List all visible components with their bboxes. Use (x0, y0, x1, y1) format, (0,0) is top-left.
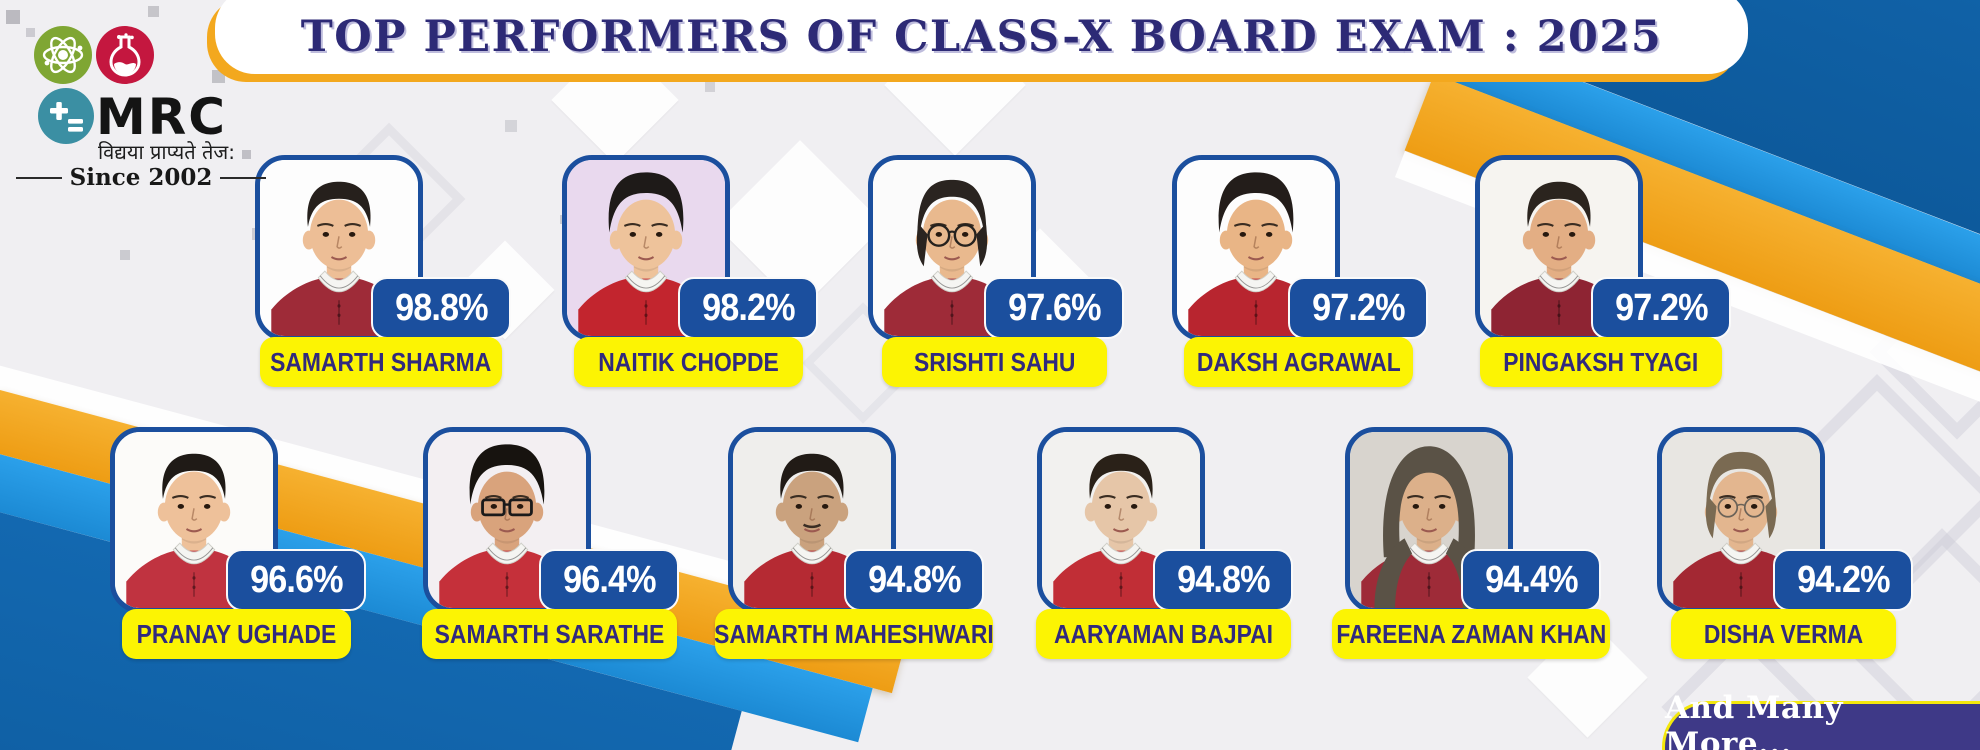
student-name: SRISHTI SAHU (882, 337, 1107, 387)
score-text: 94.8% (1176, 558, 1270, 601)
student-name-text: AARYAMAN BAJPAI (1053, 618, 1274, 649)
score-text: 98.2% (701, 286, 795, 329)
score-text: 94.2% (1796, 558, 1890, 601)
logo-since: Since 2002 (16, 164, 267, 191)
many-more-text: And Many More... (1665, 690, 1844, 750)
score-badge: 96.4% (539, 549, 679, 611)
pixel-decor (242, 150, 251, 159)
rule-left (16, 176, 62, 179)
score-badge: 94.2% (1773, 549, 1913, 611)
student-name-text: DISHA VERMA (1703, 618, 1864, 649)
atom-icon (34, 26, 92, 84)
pixel-decor (6, 10, 20, 24)
score-badge: 94.4% (1461, 549, 1601, 611)
page-title: TOP PERFORMERS OF CLASS-X BOARD EXAM : 2… (300, 12, 1663, 62)
pixel-decor (120, 250, 130, 260)
student-photo (868, 155, 1036, 341)
many-more-banner: And Many More... (1662, 690, 1980, 750)
student-name: DAKSH AGRAWAL (1184, 337, 1413, 387)
score-text: 94.4% (1484, 558, 1578, 601)
student-name: FAREENA ZAMAN KHAN (1332, 609, 1610, 659)
student-name: NAITIK CHOPDE (574, 337, 803, 387)
score-badge: 97.2% (1591, 277, 1731, 339)
student-photo (1345, 427, 1513, 613)
student-card: 98.2% NAITIK CHOPDE (562, 155, 818, 387)
score-badge: 98.8% (371, 277, 511, 339)
header-banner: TOP PERFORMERS OF CLASS-X BOARD EXAM : 2… (215, 0, 1748, 74)
student-card: 94.2% DISHA VERMA (1657, 427, 1913, 659)
student-name: PRANAY UGHADE (122, 609, 351, 659)
student-card: 97.2% DAKSH AGRAWAL (1172, 155, 1428, 387)
score-badge: 97.6% (984, 277, 1124, 339)
logo-wordmark: MRC (96, 88, 227, 146)
student-photo (423, 427, 591, 613)
score-text: 97.2% (1311, 286, 1405, 329)
score-text: 97.2% (1614, 286, 1708, 329)
student-card: 97.2% PINGAKSH TYAGI (1475, 155, 1731, 387)
student-card: 94.8% SAMARTH MAHESHWARI (714, 427, 994, 659)
student-name: AARYAMAN BAJPAI (1036, 609, 1291, 659)
student-name-text: SAMARTH SHARMA (270, 346, 492, 377)
student-card: 96.6% PRANAY UGHADE (110, 427, 366, 659)
pixel-decor (212, 70, 225, 83)
student-name: SAMARTH SARATHE (422, 609, 677, 659)
student-card: 97.6% SRISHTI SAHU (868, 155, 1124, 387)
score-text: 94.8% (867, 558, 961, 601)
score-badge: 96.6% (226, 549, 366, 611)
rule-right (220, 176, 267, 179)
student-card: 96.4% SAMARTH SARATHE (422, 427, 679, 659)
student-name-text: PRANAY UGHADE (136, 618, 337, 649)
pixel-decor (26, 28, 35, 37)
student-name-text: SRISHTI SAHU (913, 346, 1076, 377)
since-text: Since 2002 (69, 164, 213, 191)
pixel-decor (505, 120, 517, 132)
student-name-text: PINGAKSH TYAGI (1503, 346, 1699, 377)
score-badge: 94.8% (844, 549, 984, 611)
student-name-text: FAREENA ZAMAN KHAN (1336, 618, 1606, 649)
score-badge: 94.8% (1153, 549, 1293, 611)
student-card: 98.8% SAMARTH SHARMA (255, 155, 511, 387)
pixel-decor (148, 6, 159, 17)
score-text: 96.4% (562, 558, 656, 601)
score-text: 96.6% (249, 558, 343, 601)
student-name-text: DAKSH AGRAWAL (1196, 346, 1401, 377)
student-name-text: SAMARTH MAHESHWARI (714, 618, 994, 649)
student-name: SAMARTH MAHESHWARI (714, 609, 994, 659)
score-badge: 98.2% (678, 277, 818, 339)
score-badge: 97.2% (1288, 277, 1428, 339)
math-icon (38, 88, 94, 144)
student-name: SAMARTH SHARMA (260, 337, 502, 387)
student-name: PINGAKSH TYAGI (1480, 337, 1722, 387)
score-text: 98.8% (394, 286, 488, 329)
score-text: 97.6% (1007, 286, 1101, 329)
logo-tagline-hindi: विद्यया प्राप्यते तेज: (98, 140, 235, 164)
student-name-text: NAITIK CHOPDE (598, 346, 779, 377)
flask-icon (96, 26, 154, 84)
student-name-text: SAMARTH SARATHE (434, 618, 665, 649)
student-name: DISHA VERMA (1671, 609, 1896, 659)
student-card: 94.8% AARYAMAN BAJPAI (1036, 427, 1293, 659)
pixel-decor (705, 82, 715, 92)
student-photo (1475, 155, 1643, 341)
student-card: 94.4% FAREENA ZAMAN KHAN (1332, 427, 1610, 659)
